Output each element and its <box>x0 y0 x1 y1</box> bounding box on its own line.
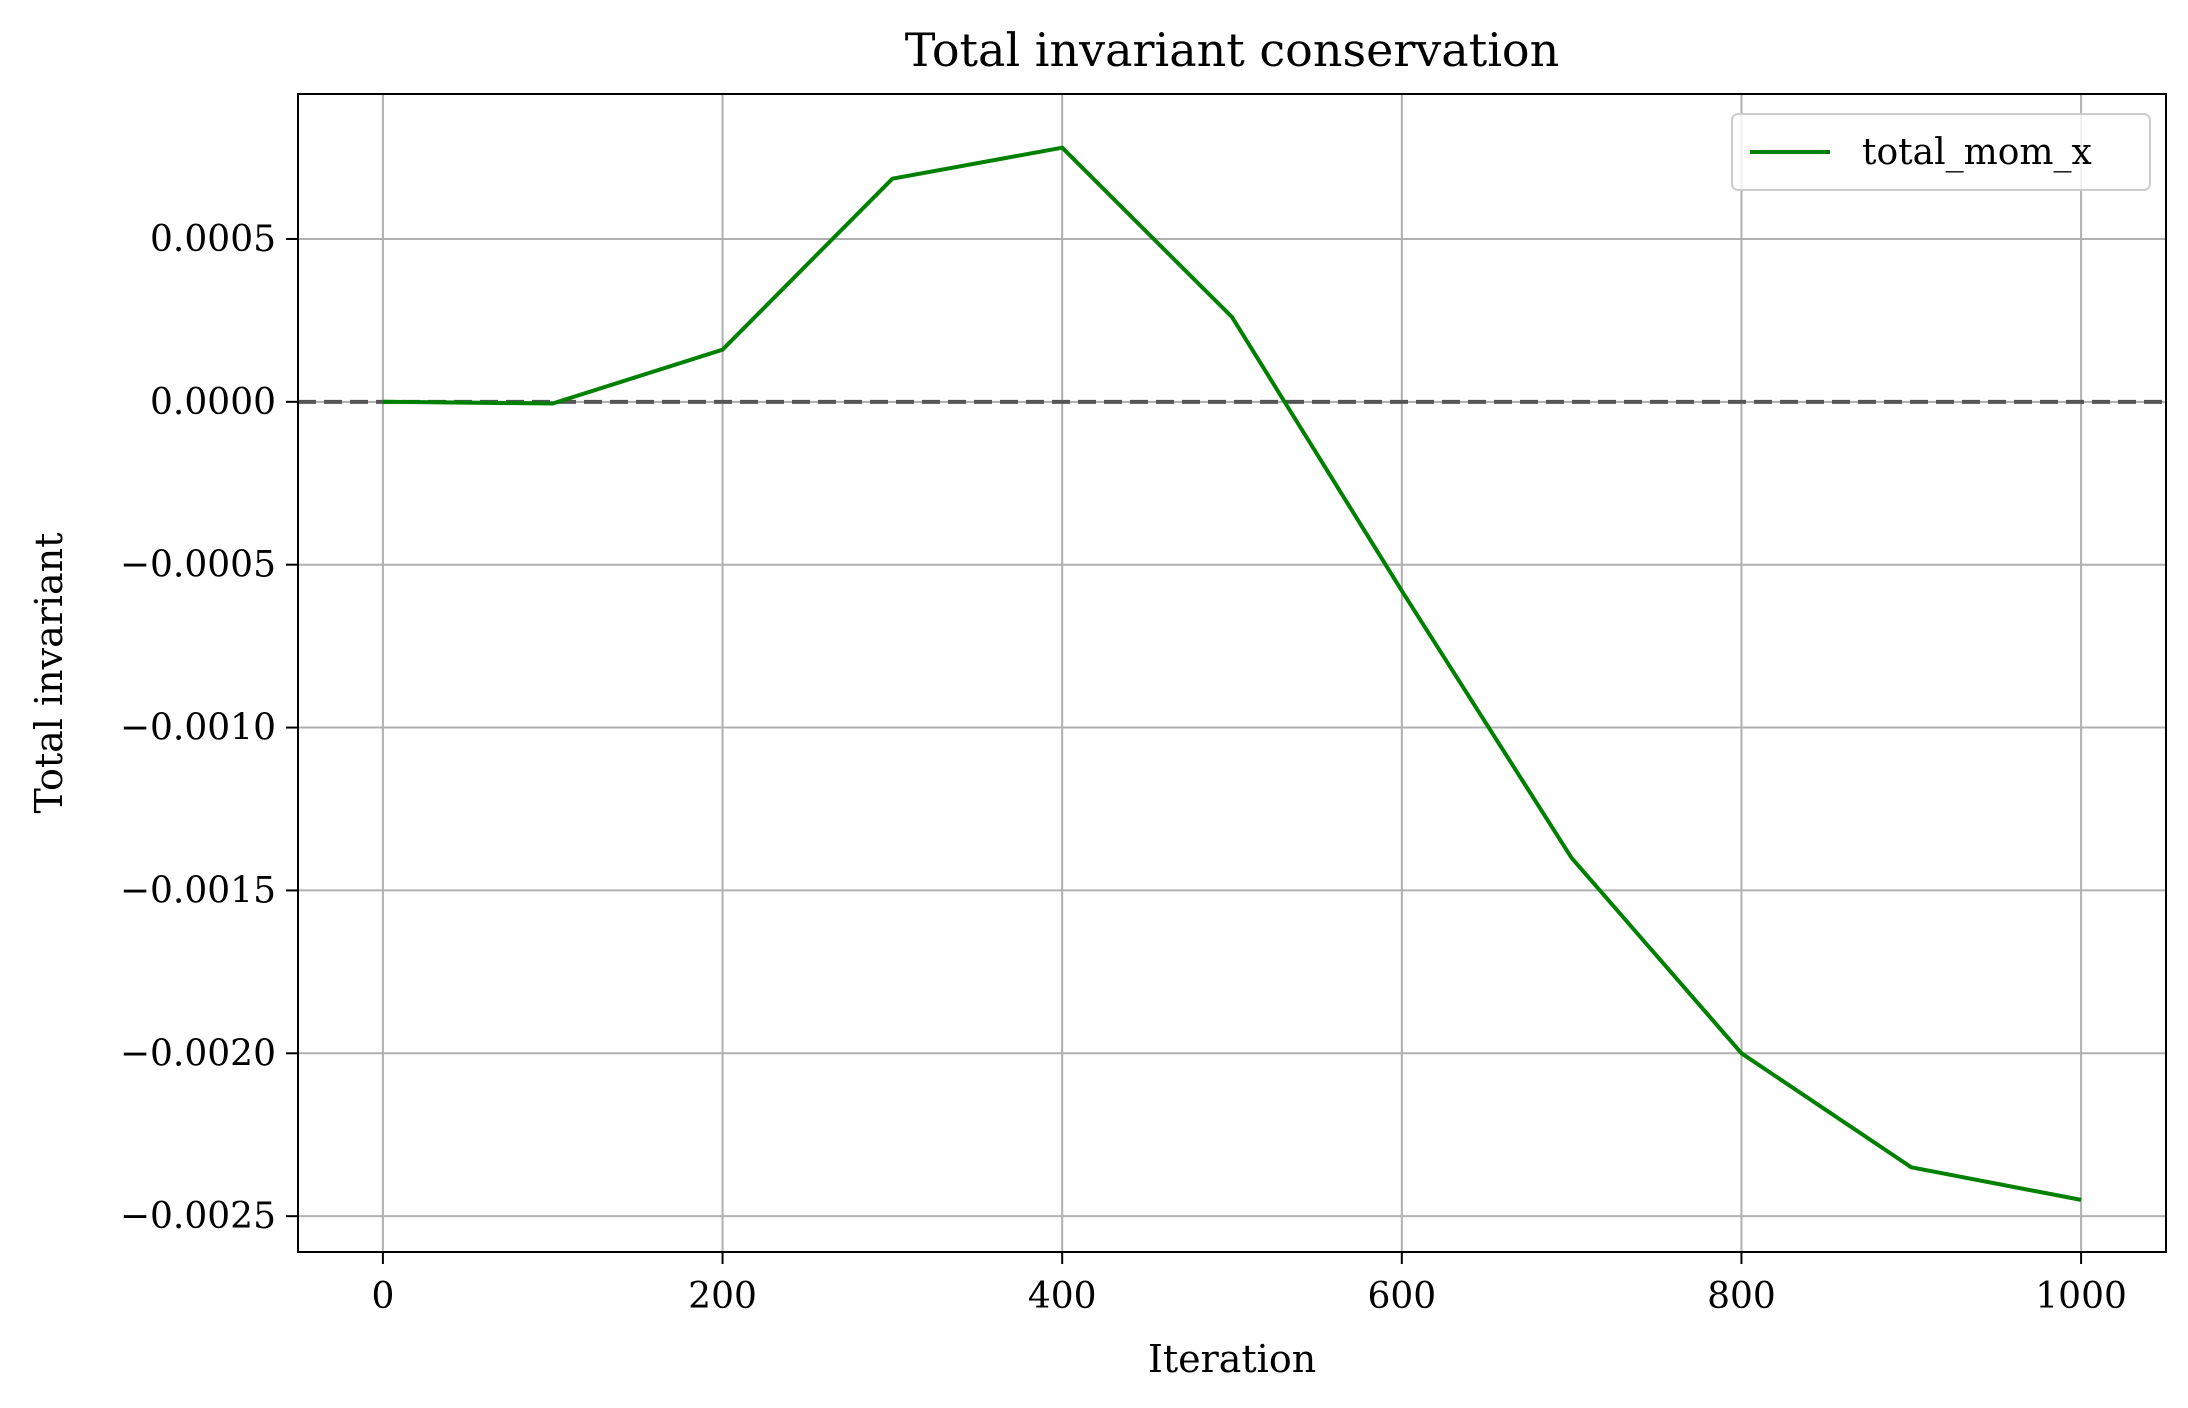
y-tick-label: 0.0005 <box>150 219 276 260</box>
legend: total_mom_x <box>1731 113 2151 191</box>
y-axis-ticks: 0.0005 0.0000 −0.0005 −0.0010 −0.0015 −0.0020… <box>120 219 298 1237</box>
grid <box>298 94 2166 1252</box>
y-tick-label: −0.0005 <box>120 545 276 586</box>
series-layer <box>382 145 2082 1202</box>
series-line-total-mom-x <box>382 145 2082 1202</box>
legend-label-total-mom-x: total_mom_x <box>1862 132 2092 173</box>
x-tick-label: 400 <box>1028 1276 1097 1317</box>
y-axis-title: Total invariant <box>27 533 71 814</box>
x-tick-label: 1000 <box>2035 1276 2127 1317</box>
y-tick-label: −0.0015 <box>120 870 276 911</box>
x-tick-label: 600 <box>1367 1276 1436 1317</box>
y-tick-label: −0.0025 <box>120 1196 276 1237</box>
x-tick-label: 800 <box>1707 1276 1776 1317</box>
chart-title: Total invariant conservation <box>905 23 1560 77</box>
y-tick-label: −0.0020 <box>120 1033 276 1074</box>
plot-frame <box>297 93 2167 1253</box>
y-tick-label: 0.0000 <box>150 382 276 423</box>
y-tick-label: −0.0010 <box>120 708 276 749</box>
x-axis-ticks: 0 200 400 600 800 1000 <box>371 1252 2127 1317</box>
x-axis-title: Iteration <box>1148 1337 1316 1381</box>
x-tick-label: 0 <box>371 1276 394 1317</box>
x-tick-label: 200 <box>688 1276 757 1317</box>
legend-box <box>1731 113 2151 191</box>
